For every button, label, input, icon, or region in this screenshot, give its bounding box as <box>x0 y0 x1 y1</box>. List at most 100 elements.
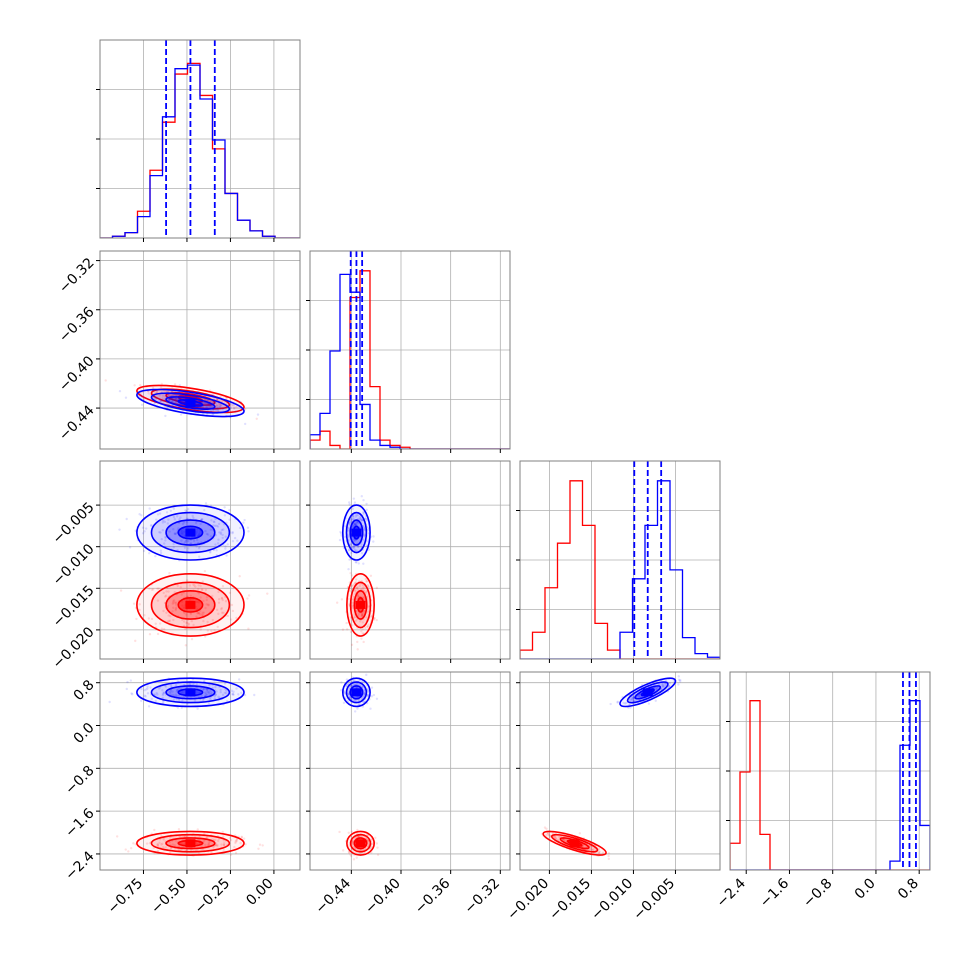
scatter-point <box>213 520 216 524</box>
scatter-point <box>165 611 168 614</box>
scatter-point <box>144 527 148 530</box>
scatter-point <box>215 404 218 407</box>
scatter-point <box>375 618 378 622</box>
scatter-point <box>358 517 362 521</box>
scatter-point <box>360 551 364 555</box>
panel-frame <box>519 671 721 871</box>
scatter-point <box>145 688 148 691</box>
scatter-point <box>156 632 160 636</box>
scatter-point <box>348 523 351 526</box>
scatter-point <box>335 601 339 604</box>
x-tick-label: 0.0 <box>852 876 879 903</box>
scatter-point <box>187 539 190 543</box>
scatter-point <box>350 684 353 688</box>
scatter-point <box>182 835 185 838</box>
scatter-point <box>197 591 201 595</box>
x-tick-label: −0.005 <box>630 876 678 924</box>
density-peak <box>185 528 196 537</box>
scatter-point <box>206 690 209 693</box>
scatter-point <box>161 397 164 400</box>
scatter-point <box>362 640 365 644</box>
scatter-point <box>205 598 208 602</box>
panel-plot <box>520 461 720 659</box>
scatter-point <box>359 519 363 522</box>
scatter-point <box>213 524 217 528</box>
scatter-point <box>156 599 160 602</box>
scatter-point <box>355 514 358 517</box>
scatter-point <box>174 603 178 606</box>
scatter-point <box>193 699 197 702</box>
scatter-point <box>366 689 370 692</box>
scatter-point <box>637 694 641 697</box>
scatter-point <box>364 517 367 521</box>
scatter-point <box>220 611 224 614</box>
scatter-point <box>345 621 348 625</box>
scatter-point <box>185 613 188 616</box>
scatter-point <box>236 539 239 542</box>
scatter-point <box>362 609 366 613</box>
scatter-point <box>358 584 362 588</box>
scatter-point <box>232 404 235 407</box>
scatter-point <box>159 531 162 534</box>
scatter-point <box>362 693 366 696</box>
scatter-point <box>622 701 625 705</box>
x-tick-label: −0.40 <box>362 876 404 918</box>
scatter-point <box>235 687 238 690</box>
scatter-point <box>218 404 221 407</box>
scatter-point <box>230 404 234 407</box>
scatter-point <box>222 842 226 845</box>
scatter-point <box>616 701 619 704</box>
scatter-point <box>115 835 119 838</box>
scatter-point <box>229 402 233 406</box>
scatter-point <box>146 692 150 695</box>
y-tick-label: 0.8 <box>71 677 98 704</box>
scatter-point <box>195 682 198 686</box>
scatter-point <box>205 688 208 691</box>
scatter-point <box>163 395 166 398</box>
scatter-point <box>372 540 375 543</box>
scatter-point <box>210 629 213 632</box>
scatter-point <box>180 706 183 709</box>
scatter-point <box>355 597 358 600</box>
x-tick-label: −0.32 <box>461 876 503 918</box>
scatter-point <box>175 397 178 400</box>
scatter-point <box>174 684 178 687</box>
scatter-point <box>228 836 232 840</box>
scatter-point <box>185 521 189 524</box>
scatter-point <box>215 407 219 410</box>
x-tick-label: −0.015 <box>546 876 594 924</box>
scatter-point <box>233 845 236 849</box>
scatter-point <box>547 831 550 835</box>
scatter-point <box>175 661 177 663</box>
scatter-point <box>234 410 237 413</box>
scatter-point <box>173 518 177 521</box>
scatter-point <box>366 689 370 692</box>
scatter-point <box>359 526 362 530</box>
scatter-point <box>351 843 354 847</box>
scatter-point <box>355 682 359 685</box>
scatter-point <box>192 623 195 627</box>
scatter-point <box>125 687 128 691</box>
scatter-point <box>130 692 133 695</box>
scatter-point <box>243 422 247 426</box>
scatter-point <box>231 609 235 613</box>
scatter-point <box>220 597 224 600</box>
scatter-point <box>339 532 343 535</box>
scatter-point <box>375 842 379 845</box>
scatter-point <box>150 588 154 591</box>
scatter-point <box>362 525 366 528</box>
scatter-point <box>134 639 137 643</box>
scatter-point <box>355 561 358 564</box>
scatter-point <box>167 619 171 623</box>
scatter-point <box>139 699 143 703</box>
scatter-point <box>129 846 133 850</box>
scatter-point <box>148 552 151 555</box>
scatter-point <box>209 535 212 538</box>
scatter-point <box>172 606 175 609</box>
scatter-point <box>554 835 557 839</box>
scatter-point <box>246 526 250 529</box>
scatter-point <box>340 598 344 601</box>
scatter-point <box>246 597 249 600</box>
scatter-point <box>353 549 357 552</box>
scatter-point <box>229 618 233 621</box>
